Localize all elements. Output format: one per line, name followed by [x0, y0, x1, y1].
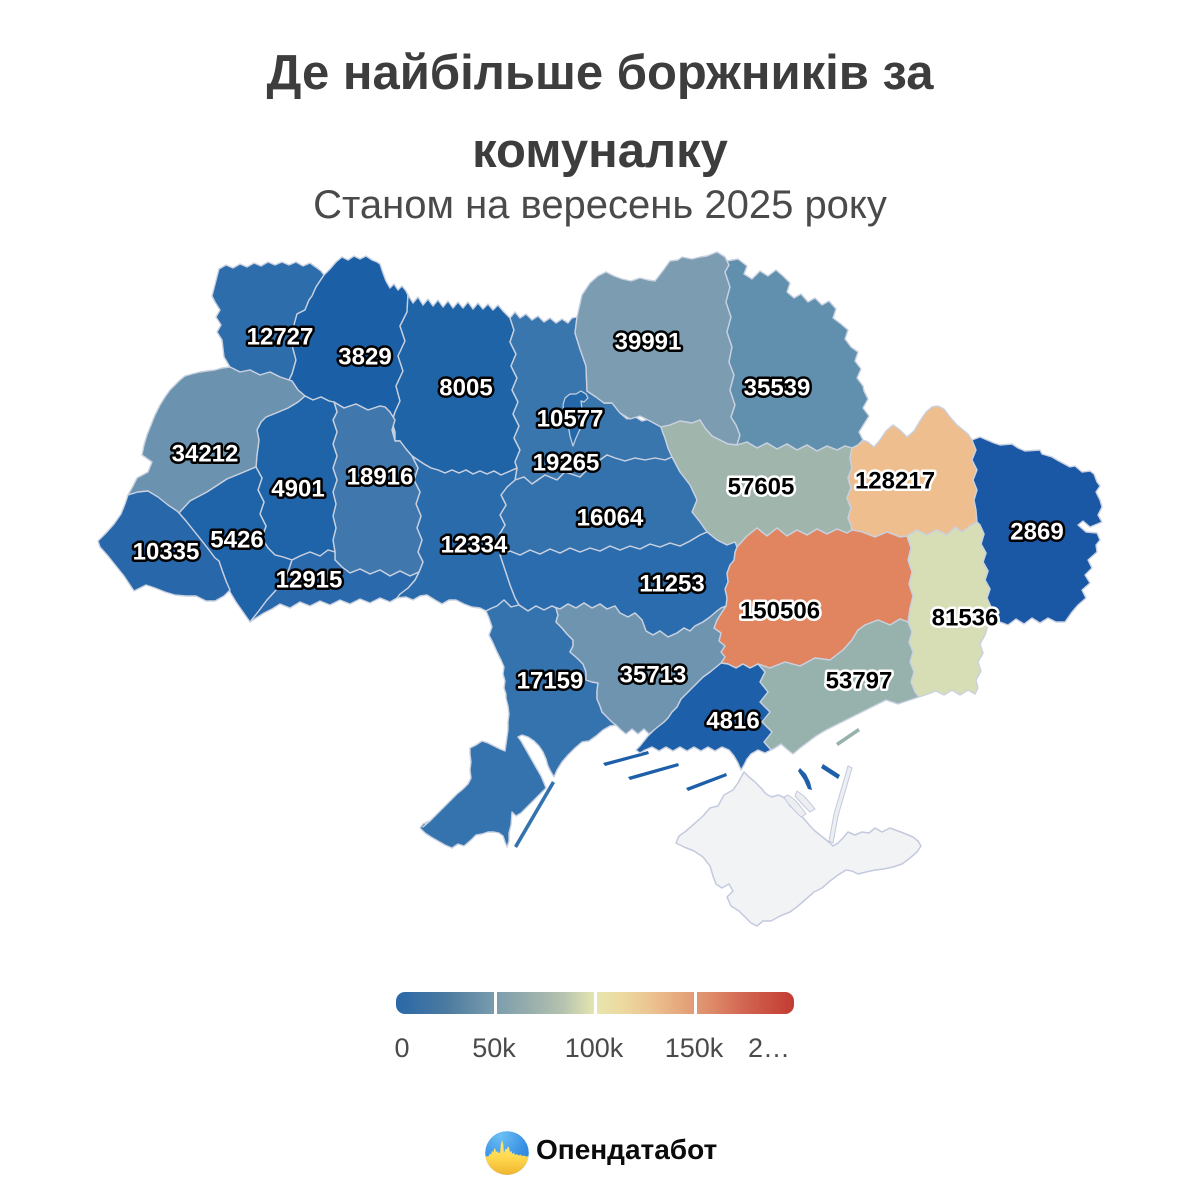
svg-text:3829: 3829 [338, 344, 391, 371]
svg-text:81536: 81536 [932, 605, 999, 632]
svg-text:35713: 35713 [620, 662, 687, 689]
svg-text:11253: 11253 [639, 571, 704, 598]
svg-text:19265: 19265 [533, 450, 600, 477]
svg-text:57605: 57605 [728, 474, 795, 501]
svg-text:4901: 4901 [271, 476, 324, 503]
svg-text:2869: 2869 [1010, 519, 1063, 546]
svg-text:10577: 10577 [537, 406, 604, 433]
svg-text:12334: 12334 [441, 532, 508, 559]
svg-text:12915: 12915 [276, 567, 343, 594]
svg-text:150506: 150506 [740, 598, 820, 625]
svg-text:5426: 5426 [210, 527, 263, 554]
svg-text:18916: 18916 [347, 464, 414, 491]
svg-text:12727: 12727 [247, 324, 314, 351]
svg-text:10335: 10335 [133, 539, 200, 566]
svg-text:128217: 128217 [855, 468, 935, 495]
svg-text:16064: 16064 [577, 505, 644, 532]
svg-text:4816: 4816 [706, 708, 759, 735]
svg-text:53797: 53797 [826, 668, 893, 695]
svg-text:34212: 34212 [172, 441, 239, 468]
svg-text:35539: 35539 [744, 375, 811, 402]
svg-text:17159: 17159 [517, 668, 584, 695]
svg-text:39991: 39991 [615, 329, 682, 356]
svg-text:8005: 8005 [439, 375, 492, 402]
